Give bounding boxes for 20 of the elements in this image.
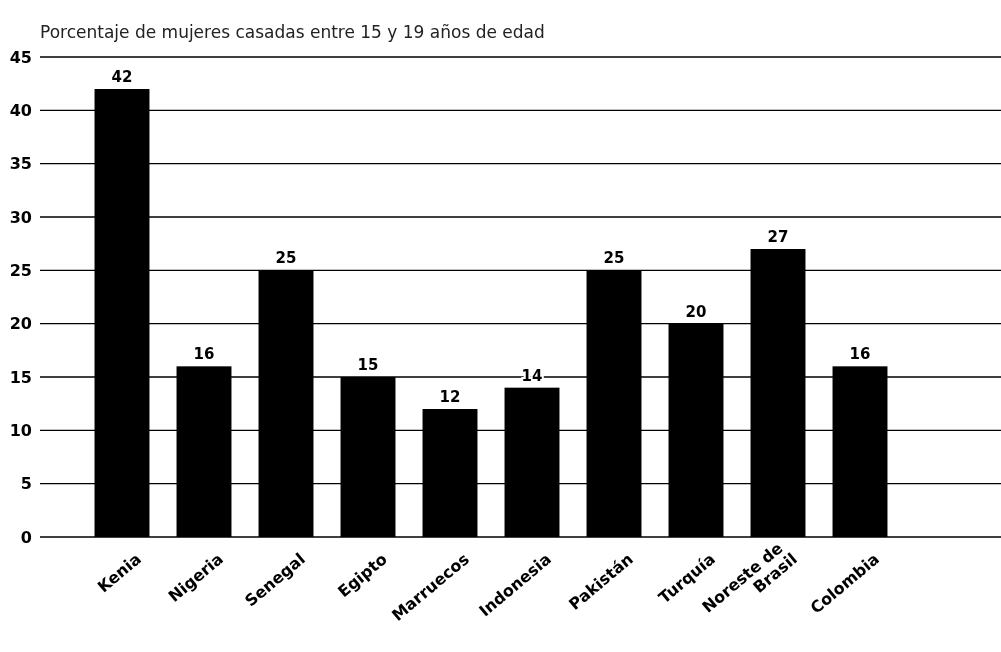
y-tick-label: 25 — [9, 260, 32, 280]
data-label: 16 — [849, 345, 871, 364]
y-tick-label: 30 — [9, 207, 32, 227]
data-label: 15 — [357, 356, 379, 374]
data-label: 25 — [603, 249, 625, 268]
y-tick-label: 0 — [20, 527, 32, 547]
y-tick-label: 15 — [9, 367, 32, 387]
data-label: 25 — [275, 249, 297, 268]
chart-title: Porcentaje de mujeres casadas entre 15 y 19 años de edad — [40, 22, 545, 42]
data-label: 16 — [193, 345, 215, 364]
y-tick-label: 40 — [9, 100, 32, 120]
y-tick-label: 45 — [9, 47, 32, 67]
y-tick-label: 35 — [9, 154, 32, 174]
data-label: 42 — [111, 68, 133, 86]
data-label: 20 — [685, 302, 707, 321]
y-tick-label: 20 — [9, 314, 32, 334]
y-tick-label: 10 — [9, 420, 32, 440]
data-label: 27 — [767, 228, 789, 246]
y-tick-label: 5 — [20, 474, 32, 494]
data-label: 12 — [439, 388, 461, 406]
